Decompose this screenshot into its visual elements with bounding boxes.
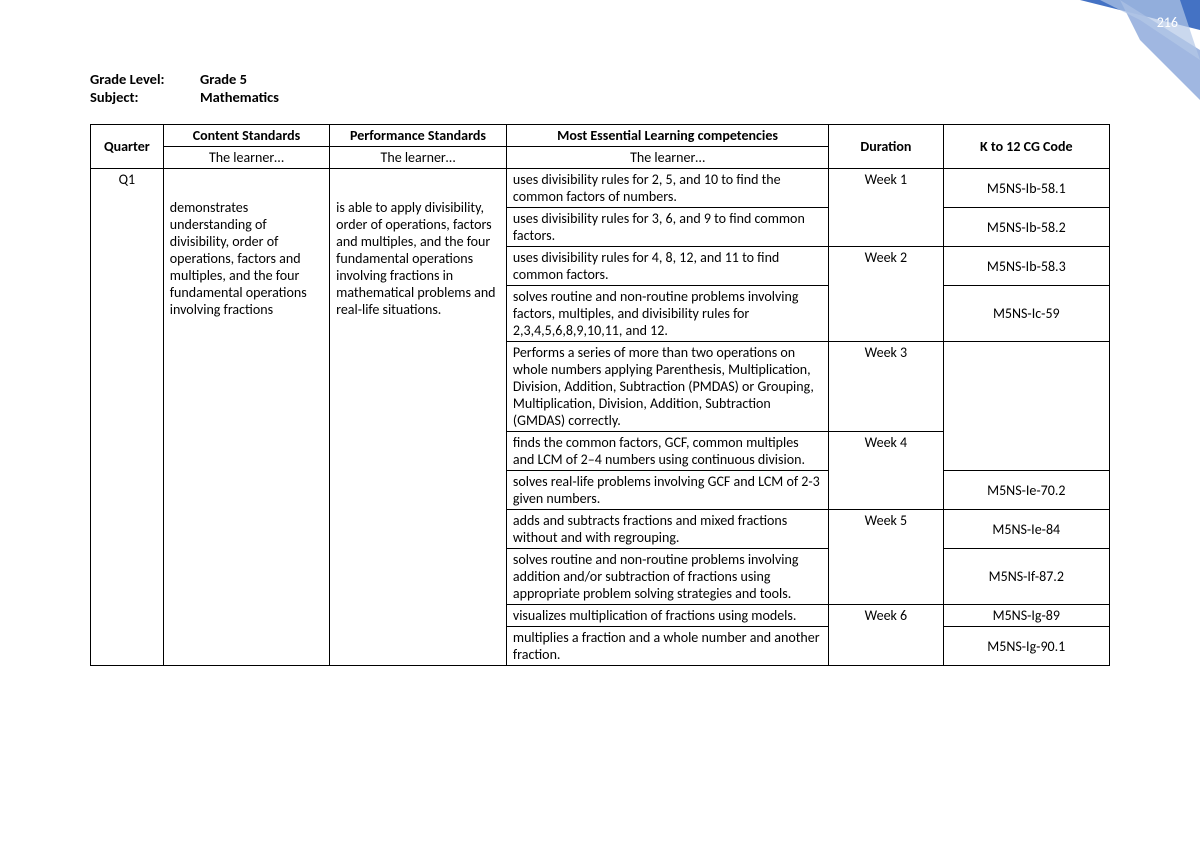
cell-competency: uses divisibility rules for 4, 8, 12, an…: [506, 247, 828, 286]
cell-duration: Week 4: [829, 432, 943, 510]
cell-code: M5NS-Ib-58.3: [943, 247, 1109, 286]
document-meta: Grade Level: Grade 5 Subject: Mathematic…: [90, 70, 1110, 106]
page-number: 216: [1157, 14, 1178, 31]
grade-level-value: Grade 5: [200, 70, 247, 88]
header-competencies: Most Essential Learning competencies: [506, 125, 828, 147]
cell-competency: visualizes multiplication of fractions u…: [506, 605, 828, 627]
cell-content-standard: demonstrates understanding of divisibili…: [163, 169, 329, 666]
cell-duration: Week 2: [829, 247, 943, 342]
cell-competency: solves routine and non-routine problems …: [506, 549, 828, 605]
cell-performance-standard: is able to apply divisibility, order of …: [330, 169, 507, 666]
subject-label: Subject:: [90, 88, 200, 106]
subheader-competencies: The learner…: [506, 147, 828, 169]
header-quarter: Quarter: [91, 125, 164, 169]
cell-duration: Week 6: [829, 605, 943, 666]
cell-competency: finds the common factors, GCF, common mu…: [506, 432, 828, 471]
cell-quarter: Q1: [91, 169, 164, 666]
cell-code: M5NS-Ie-70.2: [943, 471, 1109, 510]
cell-code: M5NS-Ib-58.2: [943, 208, 1109, 247]
header-duration: Duration: [829, 125, 943, 169]
cell-duration: Week 5: [829, 510, 943, 605]
cell-code: [943, 342, 1109, 471]
header-content: Content Standards: [163, 125, 329, 147]
cell-competency: uses divisibility rules for 3, 6, and 9 …: [506, 208, 828, 247]
table-body: Q1demonstrates understanding of divisibi…: [91, 169, 1110, 666]
cell-code: M5NS-Ig-90.1: [943, 627, 1109, 666]
header-performance: Performance Standards: [330, 125, 507, 147]
cell-code: M5NS-Ie-84: [943, 510, 1109, 549]
grade-level-label: Grade Level:: [90, 70, 200, 88]
cell-competency: adds and subtracts fractions and mixed f…: [506, 510, 828, 549]
cell-code: M5NS-Ib-58.1: [943, 169, 1109, 208]
cell-duration: Week 1: [829, 169, 943, 247]
subject-value: Mathematics: [200, 88, 279, 106]
cell-code: M5NS-Ig-89: [943, 605, 1109, 627]
cell-competency: solves routine and non-routine problems …: [506, 286, 828, 342]
cell-duration: Week 3: [829, 342, 943, 432]
table-row: Q1demonstrates understanding of divisibi…: [91, 169, 1110, 208]
cell-competency: Performs a series of more than two opera…: [506, 342, 828, 432]
cell-code: M5NS-Ic-59: [943, 286, 1109, 342]
cell-competency: solves real-life problems involving GCF …: [506, 471, 828, 510]
subheader-performance: The learner…: [330, 147, 507, 169]
cell-competency: uses divisibility rules for 2, 5, and 10…: [506, 169, 828, 208]
cell-code: M5NS-If-87.2: [943, 549, 1109, 605]
cell-competency: multiplies a fraction and a whole number…: [506, 627, 828, 666]
subheader-content: The learner…: [163, 147, 329, 169]
header-code: K to 12 CG Code: [943, 125, 1109, 169]
table-header-row: Quarter Content Standards Performance St…: [91, 125, 1110, 147]
curriculum-table: Quarter Content Standards Performance St…: [90, 124, 1110, 666]
